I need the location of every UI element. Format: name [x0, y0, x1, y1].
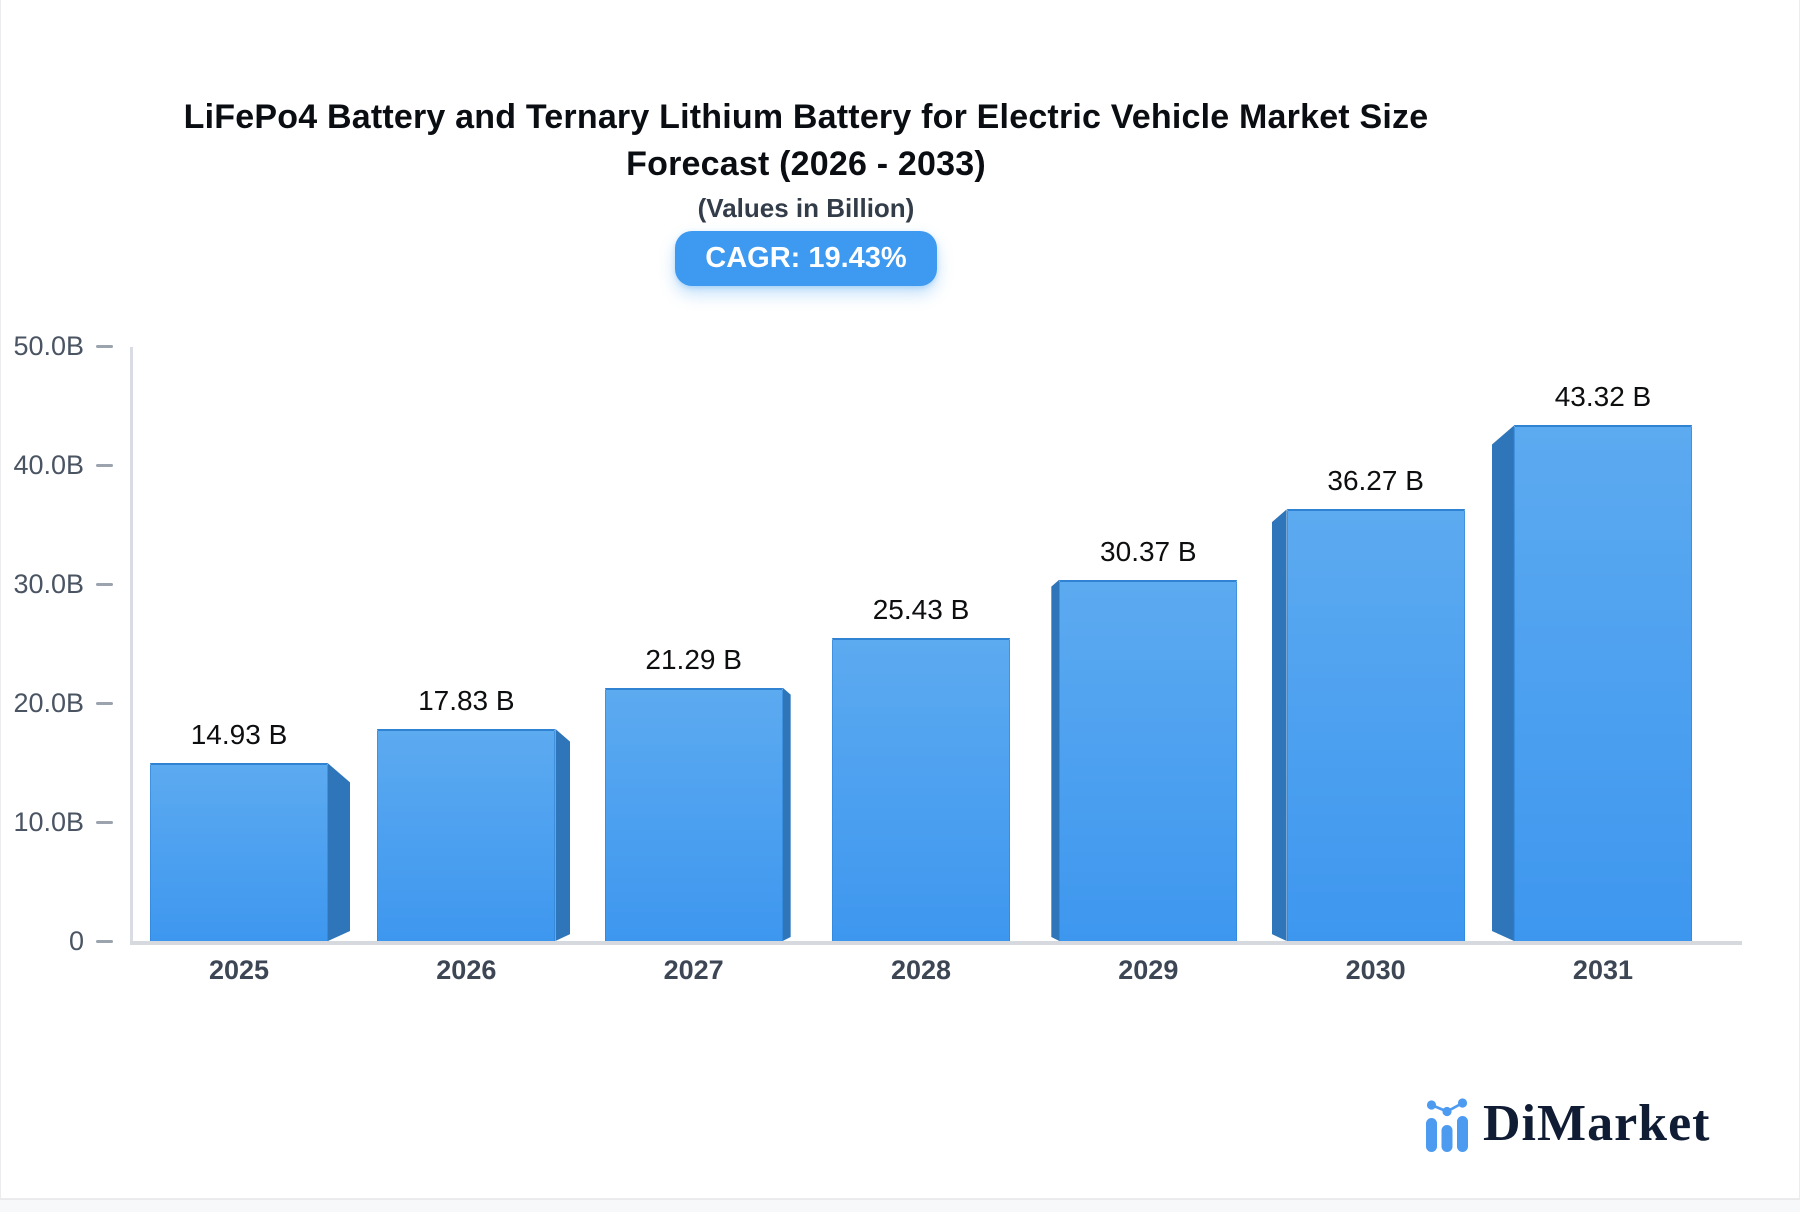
x-axis-label: 2031 [1572, 955, 1633, 985]
bar-value-label: 21.29 B [645, 643, 742, 675]
y-axis-tick [96, 821, 113, 824]
y-axis-tick [96, 702, 113, 705]
bar-side [1272, 509, 1287, 941]
x-axis-label: 2025 [208, 955, 270, 985]
bar-side [1492, 425, 1514, 941]
bar-side [783, 688, 791, 941]
bar-side [555, 729, 570, 941]
bar-face [150, 763, 328, 941]
x-axis-label: 2029 [1118, 955, 1179, 985]
bar-value-label: 14.93 B [190, 719, 288, 751]
bar-side [328, 763, 350, 941]
bar-value-label: 17.83 B [418, 684, 515, 716]
bar-face [831, 638, 1010, 941]
x-axis-label: 2030 [1345, 955, 1406, 985]
x-axis-label: 2027 [663, 955, 724, 985]
bar-value-label: 43.32 B [1554, 381, 1652, 413]
chart-subtitle: (Values in Billion) [697, 193, 915, 223]
bar-value-label: 30.37 B [1100, 535, 1197, 567]
bar-face [377, 728, 556, 941]
chart-title-line1: LiFePo4 Battery and Ternary Lithium Batt… [183, 98, 1429, 136]
y-axis-tick-label: 50.0B [13, 331, 84, 361]
y-axis-tick-label: 10.0B [13, 807, 84, 837]
x-axis-label: 2026 [436, 955, 497, 985]
y-axis-line [130, 347, 133, 945]
bar-value-label: 25.43 B [872, 594, 970, 626]
brand-logo: DiMarket [1424, 1096, 1710, 1152]
bar-value-label: 36.27 B [1327, 465, 1424, 497]
brand-logo-text: DiMarket [1483, 1095, 1711, 1152]
y-axis-tick-label: 30.0B [13, 569, 84, 599]
chart-header: LiFePo4 Battery and Ternary Lithium Batt… [0, 94, 1612, 286]
y-axis-tick-label: 40.0B [13, 450, 84, 480]
bar-face [1059, 579, 1238, 941]
mini-bar-chart-icon [1426, 1098, 1468, 1152]
y-axis-tick [96, 464, 113, 467]
chart-title-line2: Forecast (2026 - 2033) [626, 145, 986, 183]
bar-face [1513, 425, 1692, 941]
x-axis-label: 2028 [890, 955, 952, 985]
page-bottom-strip [0, 1199, 1800, 1212]
bar-face [1286, 509, 1465, 941]
cagr-badge: CAGR: 19.43% [675, 231, 937, 286]
bar-face [604, 687, 783, 941]
x-axis-baseline [130, 941, 1742, 945]
bar-side [1051, 580, 1059, 941]
y-axis-tick [96, 583, 113, 586]
y-axis-tick-label: 0 [68, 926, 84, 956]
y-axis-tick-label: 20.0B [13, 688, 84, 718]
y-axis-tick [96, 940, 113, 943]
y-axis-tick [96, 345, 113, 348]
